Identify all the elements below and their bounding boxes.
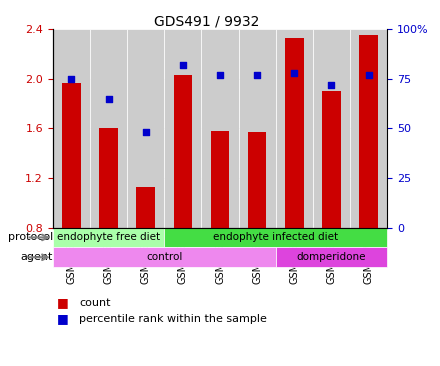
FancyBboxPatch shape — [276, 247, 387, 267]
FancyBboxPatch shape — [313, 30, 350, 228]
Point — [291, 70, 298, 76]
Point — [180, 62, 187, 68]
Bar — [173, 75, 192, 228]
FancyBboxPatch shape — [350, 30, 387, 228]
Bar — [136, 187, 155, 228]
Point — [105, 96, 112, 102]
Text: agent: agent — [20, 252, 53, 262]
Point — [253, 72, 260, 78]
Text: percentile rank within the sample: percentile rank within the sample — [79, 314, 267, 324]
FancyBboxPatch shape — [90, 30, 127, 228]
Text: ■: ■ — [57, 312, 69, 325]
Text: domperidone: domperidone — [297, 252, 366, 262]
Point — [328, 82, 335, 88]
Bar — [285, 38, 304, 228]
Bar — [62, 83, 81, 228]
Bar — [248, 132, 267, 228]
FancyBboxPatch shape — [53, 247, 276, 267]
FancyBboxPatch shape — [276, 30, 313, 228]
Bar — [211, 131, 229, 228]
FancyBboxPatch shape — [127, 30, 164, 228]
Text: protocol: protocol — [7, 232, 53, 242]
Point — [365, 72, 372, 78]
Text: count: count — [79, 298, 111, 307]
FancyBboxPatch shape — [164, 228, 387, 247]
FancyBboxPatch shape — [53, 30, 90, 228]
FancyBboxPatch shape — [238, 30, 276, 228]
FancyBboxPatch shape — [53, 228, 164, 247]
FancyBboxPatch shape — [164, 30, 202, 228]
Text: control: control — [146, 252, 183, 262]
Point — [68, 76, 75, 82]
Bar — [99, 128, 118, 228]
FancyBboxPatch shape — [202, 30, 238, 228]
Point — [142, 130, 149, 135]
Point — [216, 72, 224, 78]
Text: endophyte infected diet: endophyte infected diet — [213, 232, 338, 242]
Text: endophyte free diet: endophyte free diet — [57, 232, 160, 242]
Bar — [359, 36, 378, 228]
Text: GDS491 / 9932: GDS491 / 9932 — [154, 15, 260, 29]
Text: ■: ■ — [57, 296, 69, 309]
Bar — [322, 91, 341, 228]
